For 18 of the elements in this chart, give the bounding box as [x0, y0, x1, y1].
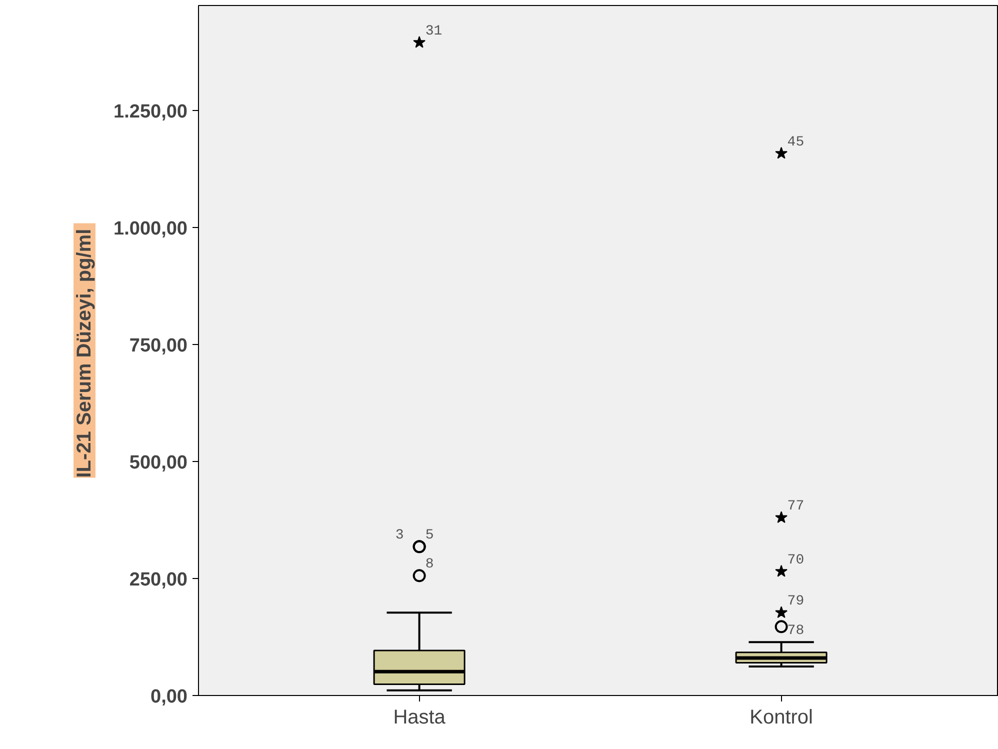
y-tick-label: 1.250,00: [114, 101, 188, 122]
y-tick-label: 500,00: [129, 452, 188, 474]
x-tick-label: Hasta: [393, 706, 446, 728]
annotation: 3: [395, 528, 404, 544]
x-tick-label: Kontrol: [750, 706, 813, 728]
annotation: 79: [787, 594, 804, 610]
y-tick-label: 750,00: [129, 335, 188, 356]
annotation: 5: [425, 528, 434, 544]
annotation: 8: [425, 556, 434, 573]
annotation: 77: [787, 498, 804, 515]
y-axis-title: IL-21 Serum Düzeyi, pg/ml: [74, 228, 96, 478]
y-tick-label: 250,00: [129, 569, 188, 590]
y-tick-label: 0,00: [150, 686, 188, 708]
annotation: 78: [787, 623, 804, 640]
annotation: 31: [425, 23, 442, 40]
annotation: 70: [787, 552, 804, 568]
y-tick-label: 1.000,00: [114, 218, 188, 240]
annotation: 45: [787, 134, 804, 150]
